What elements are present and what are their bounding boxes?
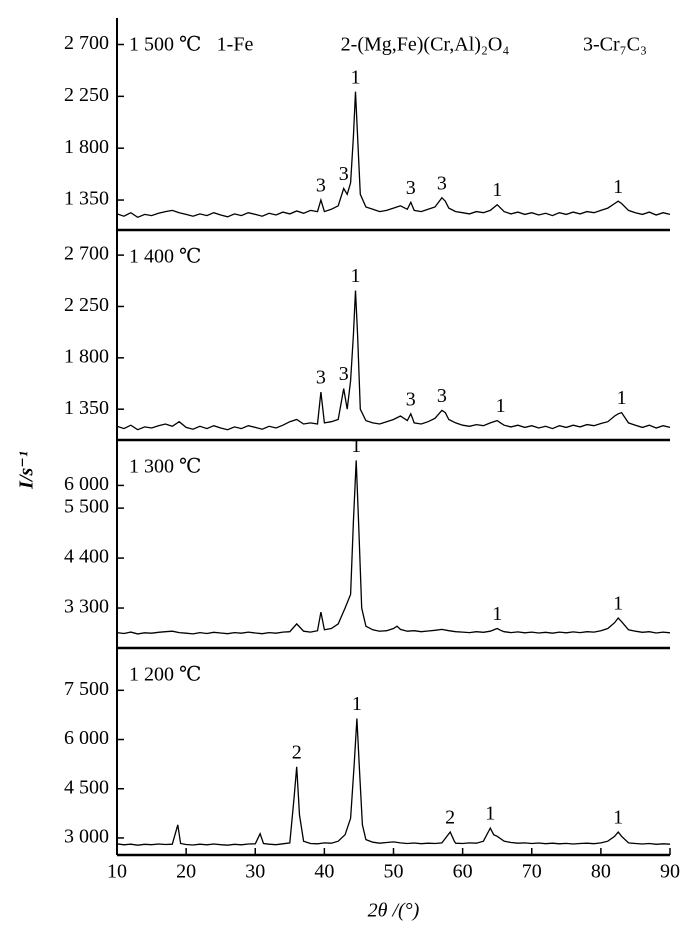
phase-label: 1-Fe [217, 34, 254, 56]
peak-label: 3 [437, 385, 447, 407]
x-tick-label: 60 [453, 861, 473, 883]
x-tick-label: 80 [591, 861, 611, 883]
pattern-line [116, 290, 671, 431]
panel-title: 1 500 ℃ [129, 34, 201, 56]
y-tick-label: 2 700 [64, 32, 109, 54]
panel-title: 1 400 ℃ [129, 246, 201, 268]
x-tick-label: 40 [314, 861, 334, 883]
x-axis-label: 2θ /(°) [368, 900, 420, 922]
y-tick-label: 1 800 [64, 345, 109, 367]
peak-label: 3 [316, 367, 326, 389]
x-tick-label: 90 [660, 861, 680, 883]
peak-label: 3 [339, 163, 349, 185]
y-tick-label: 3 300 [64, 596, 109, 618]
y-tick-label: 4 500 [64, 776, 109, 798]
peak-label: 1 [350, 66, 360, 88]
y-tick-label: 4 400 [64, 546, 109, 568]
peak-label: 1 [485, 803, 495, 825]
peak-label: 1 [492, 603, 502, 625]
x-tick-label: 70 [522, 861, 542, 883]
pattern-line [116, 460, 671, 635]
panel-title: 1 300 ℃ [129, 456, 201, 478]
y-tick-label: 2 250 [64, 84, 109, 106]
y-tick-label: 6 000 [64, 727, 109, 749]
peak-label: 1 [613, 593, 623, 615]
pattern-line [116, 91, 671, 219]
y-tick-label: 6 000 [64, 473, 109, 495]
y-tick-label: 1 800 [64, 136, 109, 158]
peak-label: 1 [351, 435, 361, 457]
peak-label: 3 [406, 388, 416, 410]
peak-label: 3 [339, 363, 349, 385]
y-tick-label: 3 000 [64, 826, 109, 848]
phase-label: 3-Cr₇C₃ [583, 34, 647, 56]
peak-label: 1 [613, 807, 623, 829]
peak-label: 2 [292, 741, 302, 763]
peak-label: 3 [316, 175, 326, 197]
y-tick-label: 2 250 [64, 294, 109, 316]
peak-label: 1 [613, 176, 623, 198]
x-tick-label: 30 [245, 861, 265, 883]
phase-label: 2-(Mg,Fe)(Cr,Al)₂O₄ [341, 34, 510, 56]
y-tick-label: 1 350 [64, 397, 109, 419]
panel-title: 1 200 ℃ [129, 664, 201, 686]
y-tick-label: 5 500 [64, 496, 109, 518]
x-tick-label: 50 [384, 861, 404, 883]
peak-label: 3 [437, 172, 447, 194]
pattern-line [116, 718, 671, 846]
y-tick-label: 7 500 [64, 678, 109, 700]
peak-label: 3 [406, 177, 416, 199]
peak-label: 1 [496, 395, 506, 417]
x-tick-label: 20 [176, 861, 196, 883]
peak-label: 2 [445, 807, 455, 829]
peak-label: 1 [617, 387, 627, 409]
peak-label: 1 [492, 179, 502, 201]
peak-label: 1 [352, 693, 362, 715]
y-tick-label: 1 350 [64, 188, 109, 210]
y-axis-label: I/s⁻¹ [16, 451, 38, 490]
x-tick-label: 10 [107, 861, 127, 883]
peak-label: 1 [350, 265, 360, 287]
y-tick-label: 2 700 [64, 243, 109, 265]
